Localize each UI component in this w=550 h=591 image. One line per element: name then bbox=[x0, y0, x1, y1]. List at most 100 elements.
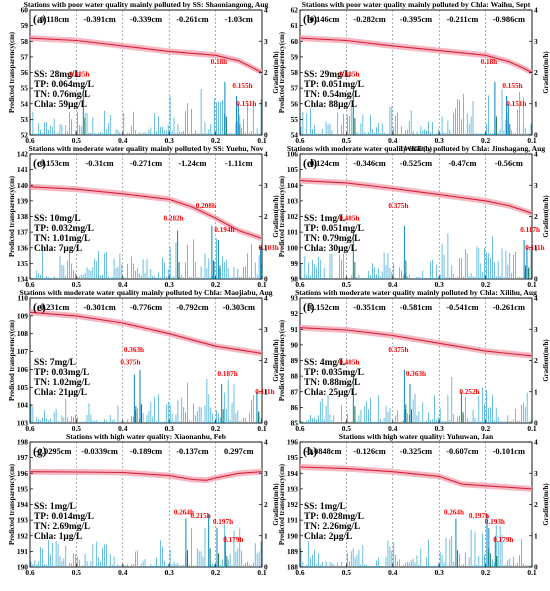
y-tick-label: 59 bbox=[291, 52, 299, 61]
water-quality-info: TP: 0.051mg/L bbox=[304, 224, 364, 234]
peak-annotation: 0.187h bbox=[218, 370, 238, 378]
y-tick-label: 192 bbox=[17, 531, 28, 540]
y2-tick-label: 4 bbox=[534, 150, 538, 159]
x-tick-label: 0.2 bbox=[481, 136, 491, 145]
y-tick-label: 197 bbox=[17, 453, 28, 462]
peak-annotation: 0.485h bbox=[339, 359, 359, 367]
y-tick-label: 55 bbox=[291, 115, 299, 124]
y2-tick-label: 0 bbox=[264, 419, 268, 428]
segment-change-label: -0.152cm bbox=[307, 303, 339, 312]
segment-change-label: -0.391cm bbox=[83, 15, 115, 24]
y2-axis-label: Gradient(m/h) bbox=[273, 195, 280, 237]
y2-tick-label: 3 bbox=[264, 469, 268, 478]
gradient-bars bbox=[300, 369, 532, 423]
y-tick-label: 56 bbox=[291, 99, 299, 108]
y-tick-label: 99 bbox=[291, 259, 299, 268]
y2-tick-label: 0 bbox=[534, 275, 538, 284]
chart-panel-g: Stations with high water quality: Xiaona… bbox=[9, 432, 280, 577]
panel-title: Stations with high water quality: Xiaona… bbox=[66, 432, 226, 441]
peak-annotation: 0.197h bbox=[469, 512, 489, 520]
gradient-bars bbox=[300, 225, 532, 279]
segment-change-label: -0.146cm bbox=[307, 15, 339, 24]
y2-tick-label: 1 bbox=[534, 243, 538, 252]
y-tick-label: 192 bbox=[287, 500, 298, 509]
y2-tick-label: 2 bbox=[264, 356, 268, 365]
water-quality-info: TN: 0.76mg/L bbox=[34, 90, 90, 100]
peak-annotation: 0.215h bbox=[191, 512, 211, 520]
x-tick-label: 0.3 bbox=[435, 424, 445, 433]
y2-tick-label: 2 bbox=[264, 212, 268, 221]
peak-annotation: 0.179h bbox=[493, 536, 513, 544]
y-tick-label: 105 bbox=[287, 165, 298, 174]
peak-annotation: 0.111h bbox=[525, 244, 544, 252]
x-tick-label: 0.5 bbox=[72, 136, 82, 145]
x-tick-label: 0.4 bbox=[388, 280, 398, 289]
y2-tick-label: 3 bbox=[534, 181, 538, 190]
y-tick-label: 105 bbox=[17, 383, 28, 392]
y-axis-label: Predicted transparency(cm) bbox=[9, 320, 16, 401]
y-axis-label: Predicted transparency(cm) bbox=[279, 32, 286, 113]
peak-annotation: 0.363h bbox=[124, 346, 144, 354]
y-tick-label: 59 bbox=[21, 21, 29, 30]
y-tick-label: 60 bbox=[291, 37, 299, 46]
plot-frame bbox=[29, 297, 263, 424]
peak-annotation: 0.363h bbox=[406, 370, 426, 378]
y2-tick-label: 0 bbox=[534, 419, 538, 428]
x-tick-label: 0.5 bbox=[72, 568, 82, 577]
confidence-band bbox=[30, 183, 262, 242]
y-tick-label: 142 bbox=[17, 150, 28, 159]
y-tick-label: 54 bbox=[291, 131, 299, 140]
y-tick-label: 194 bbox=[17, 500, 28, 509]
segment-change-label: -0.986cm bbox=[493, 15, 525, 24]
y-tick-label: 195 bbox=[287, 453, 298, 462]
water-quality-info: TP: 0.032mg/L bbox=[34, 224, 94, 234]
y-axis-label: Predicted transparency(cm) bbox=[9, 176, 16, 257]
water-quality-info: Chla: 88μg/L bbox=[304, 100, 357, 110]
y-tick-label: 194 bbox=[287, 469, 298, 478]
y-tick-label: 109 bbox=[17, 311, 28, 320]
y-tick-label: 61 bbox=[291, 21, 299, 30]
y-tick-label: 106 bbox=[17, 365, 28, 374]
y-tick-label: 92 bbox=[291, 309, 299, 318]
segment-change-label: 0.297cm bbox=[224, 447, 254, 456]
y-tick-label: 137 bbox=[17, 228, 28, 237]
x-tick-label: 0.1 bbox=[257, 424, 267, 433]
water-quality-info: TN: 1.01mg/L bbox=[34, 234, 90, 244]
segment-change-label: -0.153cm bbox=[37, 159, 69, 168]
y-tick-label: 196 bbox=[17, 469, 28, 478]
water-quality-info: Chla: 59μg/L bbox=[34, 100, 87, 110]
peak-annotation: 0.117h bbox=[520, 226, 540, 234]
segment-change-label: -0.0295cm bbox=[35, 447, 72, 456]
gradient-bars bbox=[300, 513, 532, 567]
segment-change-label: -0.261cm bbox=[176, 15, 208, 24]
y-tick-label: 87 bbox=[291, 387, 299, 396]
water-quality-info: Chla: 25μg/L bbox=[304, 388, 357, 398]
water-quality-info: TP: 0.028mg/L bbox=[304, 512, 364, 522]
water-quality-info: SS: 4mg/L bbox=[304, 358, 346, 368]
panel-title: Stations with poor water quality mainly … bbox=[302, 0, 531, 9]
peak-annotation: 0.375h bbox=[388, 346, 408, 354]
y-tick-label: 196 bbox=[287, 438, 298, 447]
segment-change-label: -0.0848cm bbox=[305, 447, 342, 456]
panel-label: (h) bbox=[303, 446, 317, 458]
chart-panel-d: Stations with moderate water quality mai… bbox=[279, 144, 550, 289]
water-quality-info: Chla: 1μg/L bbox=[34, 532, 82, 542]
panel-label: (g) bbox=[33, 446, 47, 458]
segment-change-label: -0.231cm bbox=[37, 303, 69, 312]
gradient-bars bbox=[30, 225, 263, 279]
segment-change-label: -0.351cm bbox=[353, 303, 385, 312]
chart-panel-a: Stations with poor water quality mainly … bbox=[9, 0, 280, 145]
y-tick-label: 57 bbox=[21, 52, 29, 61]
x-tick-label: 0.3 bbox=[435, 136, 445, 145]
y2-tick-label: 4 bbox=[534, 294, 538, 303]
water-quality-info: TP: 0.051mg/L bbox=[304, 80, 364, 90]
segment-change-label: -0.189cm bbox=[130, 447, 162, 456]
panel-label: (a) bbox=[33, 14, 47, 26]
peak-annotation: 0.194h bbox=[214, 226, 234, 234]
segment-change-label: -0.56cm bbox=[495, 159, 523, 168]
panel-title: Stations with moderate water quality mai… bbox=[295, 288, 537, 297]
segment-change-label: -0.271cm bbox=[130, 159, 162, 168]
y2-tick-label: 4 bbox=[264, 294, 268, 303]
x-tick-label: 0.4 bbox=[388, 568, 398, 577]
segment-change-label: -0.261cm bbox=[493, 303, 525, 312]
